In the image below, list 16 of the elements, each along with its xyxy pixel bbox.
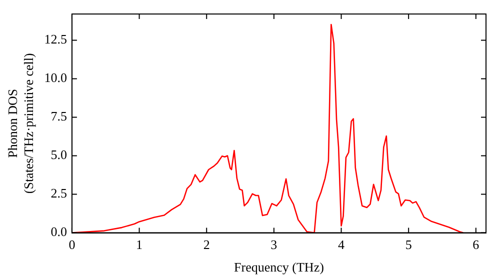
x-tick-label: 5 [405,237,412,252]
x-tick-label: 4 [338,237,345,252]
x-tick-label: 6 [472,237,480,252]
y-tick-label: 5.0 [50,147,67,162]
text: Phonon DOS [5,88,20,158]
x-axis-title: Frequency (THz) [234,260,324,275]
x-tick-label: 2 [203,237,210,252]
y-tick-label: 10.0 [44,70,67,86]
x-tick-label: 0 [68,237,76,252]
x-tick-label: 3 [270,237,278,252]
y-tick-label: 7.5 [50,108,67,124]
y-tick-label: 2.5 [50,186,67,201]
text: (States/THz·primitive cell) [20,53,36,194]
y-tick-label: 0.0 [50,224,67,240]
x-tick-label: 1 [136,237,143,252]
y-tick-label: 12.5 [44,32,67,47]
